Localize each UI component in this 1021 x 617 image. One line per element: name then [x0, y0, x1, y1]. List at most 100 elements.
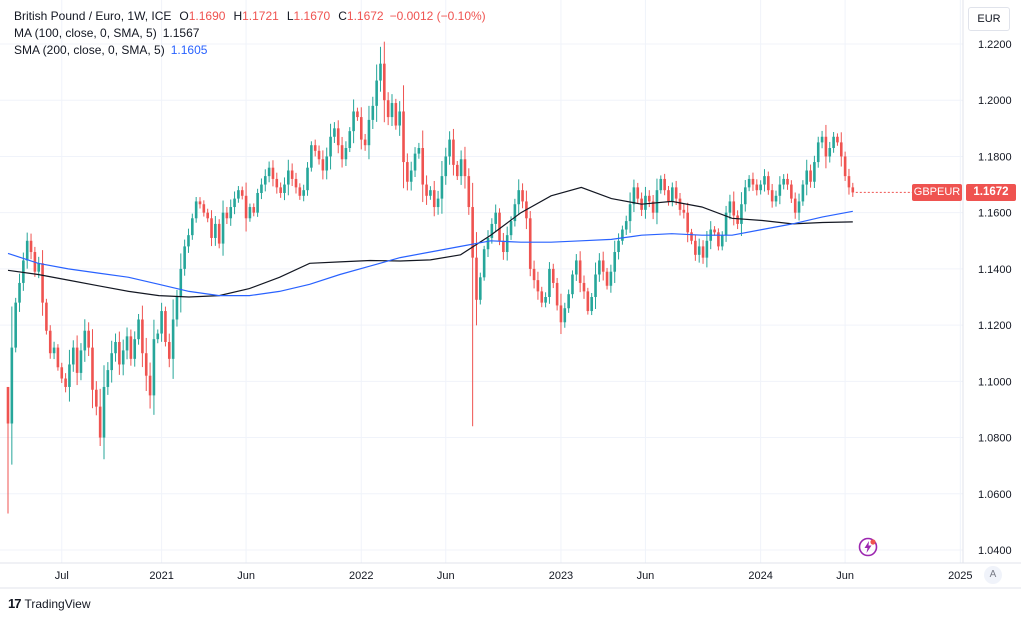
- candle-body-down: [736, 215, 739, 224]
- y-tick-label: 1.1000: [978, 376, 1012, 388]
- candle-body-down: [56, 347, 60, 368]
- candle-body-up: [816, 142, 820, 163]
- candle-body-up: [110, 353, 113, 371]
- sma200-legend[interactable]: SMA (200, close, 0, SMA, 5) 1.1605: [14, 42, 486, 59]
- candle-body-up: [486, 237, 490, 250]
- candle-body-up: [728, 201, 732, 213]
- currency-button[interactable]: EUR: [968, 7, 1010, 31]
- candle-body-down: [498, 212, 501, 241]
- candle-body-down: [294, 178, 298, 188]
- candle-body-up: [137, 319, 140, 340]
- y-tick-label: 1.2000: [978, 95, 1012, 107]
- candle-body-up: [398, 111, 401, 126]
- candle-body-down: [279, 187, 282, 193]
- candle-body-up: [302, 190, 305, 196]
- candle-body-down: [144, 353, 148, 376]
- candle-body-up: [782, 178, 785, 185]
- candle-body-up: [598, 260, 601, 275]
- x-tick-label: Jun: [437, 570, 455, 582]
- candle-body-down: [647, 195, 651, 202]
- symbol-price-tag: GBPEUR: [912, 184, 962, 201]
- candle-body-down: [839, 142, 843, 157]
- candle-body-down: [674, 187, 678, 199]
- candle-body-down: [6, 386, 10, 424]
- candle-body-up: [52, 347, 56, 354]
- candle-body-up: [575, 260, 578, 275]
- candle-body-up: [333, 128, 336, 137]
- candle-body-down: [198, 201, 202, 205]
- candle-body-up: [513, 204, 517, 222]
- candle-body-up: [71, 347, 75, 365]
- auto-scale-button[interactable]: A: [984, 566, 1002, 584]
- candle-body-up: [778, 184, 782, 196]
- sma200-label: SMA (200, close, 0, SMA, 5): [14, 43, 165, 57]
- y-tick-label: 1.0800: [978, 433, 1012, 445]
- candle-body-up: [805, 170, 809, 185]
- candle-body-up: [283, 184, 286, 193]
- candle-body-up: [505, 235, 509, 253]
- candle-body-up: [352, 111, 355, 132]
- candle-body-up: [644, 195, 647, 210]
- candle-body-up: [671, 187, 674, 202]
- candle-body-down: [847, 176, 851, 188]
- tradingview-brand[interactable]: TradingView: [24, 596, 91, 611]
- candle-body-down: [359, 117, 363, 140]
- lightning-icon[interactable]: [858, 537, 878, 557]
- candle-body-up: [379, 63, 382, 81]
- candle-body-up: [10, 347, 14, 424]
- candle-body-down: [467, 176, 471, 208]
- tradingview-logo-icon[interactable]: 17: [8, 596, 22, 611]
- candle-body-up: [594, 274, 597, 297]
- candle-body-up: [444, 156, 448, 177]
- candle-body-up: [18, 282, 21, 303]
- candle-body-up: [22, 260, 25, 283]
- candle-body-down: [690, 232, 693, 241]
- candle-body-up: [329, 136, 332, 157]
- candle-body-up: [544, 297, 547, 303]
- candle-body-up: [371, 105, 375, 120]
- change-value: −0.0012 (−0.10%): [389, 9, 486, 23]
- candle-body-up: [609, 271, 613, 286]
- candle-body-down: [240, 190, 244, 196]
- candle-body-down: [532, 268, 536, 281]
- candle-body-down: [502, 240, 505, 253]
- high-label: H: [233, 9, 243, 23]
- candle-body-up: [306, 167, 309, 191]
- candle-body-down: [87, 330, 90, 348]
- candle-body-down: [290, 170, 294, 179]
- candle-body-down: [95, 389, 98, 407]
- candle-body-down: [317, 150, 321, 160]
- x-tick-label: 2021: [149, 570, 173, 582]
- candle-body-up: [697, 246, 701, 255]
- candle-body-up: [417, 148, 421, 154]
- x-tick-label: 2022: [349, 570, 373, 582]
- candle-body-down: [383, 63, 386, 101]
- candle-body-up: [160, 311, 163, 334]
- candle-body-down: [118, 341, 121, 365]
- candle-body-down: [29, 240, 33, 253]
- candle-body-up: [563, 308, 567, 323]
- candle-body-down: [790, 184, 793, 199]
- candle-body-up: [156, 333, 160, 340]
- candle-body-up: [517, 190, 521, 205]
- candle-body-up: [25, 240, 29, 261]
- candle-body-down: [540, 291, 544, 303]
- candle-body-up: [171, 319, 175, 359]
- candle-body-down: [755, 184, 759, 191]
- candle-body-up: [759, 184, 762, 191]
- candle-body-up: [440, 176, 444, 199]
- candle-body-up: [613, 252, 617, 272]
- candle-body-down: [559, 305, 563, 323]
- candle-body-down: [148, 375, 152, 396]
- symbol-title[interactable]: British Pound / Euro, 1W, ICE: [14, 9, 172, 23]
- candle-body-up: [310, 145, 313, 168]
- candle-body-down: [425, 184, 428, 196]
- candle-body-down: [98, 406, 102, 438]
- candle-body-up: [214, 223, 217, 238]
- ma100-legend[interactable]: MA (100, close, 0, SMA, 5) 1.1567: [14, 25, 486, 42]
- y-tick-label: 1.1200: [978, 320, 1012, 332]
- candle-body-up: [567, 294, 570, 309]
- candle-body-down: [694, 240, 697, 255]
- candle-body-down: [686, 212, 689, 233]
